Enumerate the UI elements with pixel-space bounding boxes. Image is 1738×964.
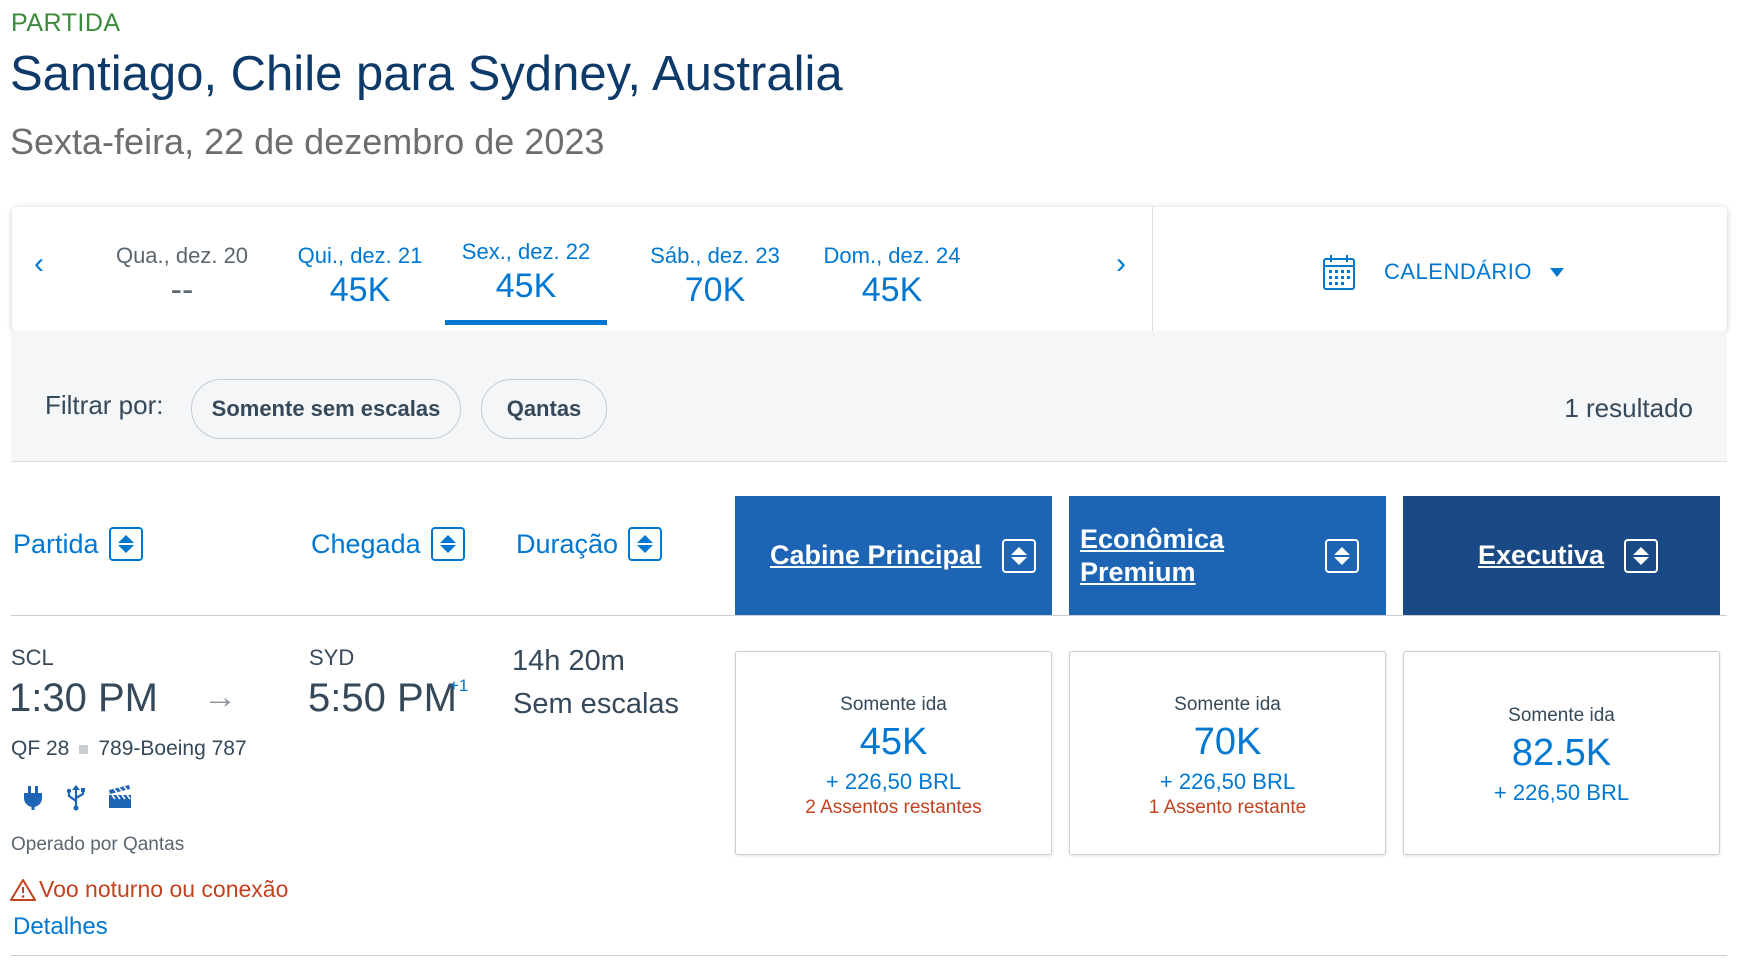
calendar-button[interactable]: CALENDÁRIO bbox=[1322, 253, 1565, 291]
sort-icon bbox=[108, 527, 143, 561]
fare-card-main-cabin[interactable]: Somente ida 45K + 226,50 BRL 2 Assentos … bbox=[735, 651, 1052, 855]
entertainment-icon[interactable] bbox=[106, 783, 134, 811]
fare-type: Somente ida bbox=[840, 694, 947, 715]
sort-departure[interactable]: Partida bbox=[13, 527, 143, 561]
overnight-warning[interactable]: Voo noturno ou conexão bbox=[10, 876, 288, 903]
divider bbox=[1152, 207, 1153, 331]
fare-price: 70K bbox=[1193, 721, 1262, 763]
aircraft-type: 789-Boeing 787 bbox=[98, 737, 247, 760]
sort-icon bbox=[1325, 538, 1359, 573]
cabin-header-label: Executiva bbox=[1478, 540, 1605, 571]
cabin-header-label: Cabine Principal bbox=[770, 540, 982, 571]
date-option-price: 45K bbox=[495, 267, 557, 305]
warning-icon bbox=[10, 878, 36, 901]
date-option-price: 70K bbox=[684, 271, 746, 309]
sort-departure-label: Partida bbox=[13, 528, 99, 559]
fare-type: Somente ida bbox=[1174, 694, 1281, 715]
date-option[interactable]: Dom., dez. 24 45K bbox=[802, 207, 982, 331]
cabin-header-business[interactable]: Executiva bbox=[1403, 496, 1720, 615]
fare-price: 82.5K bbox=[1511, 732, 1612, 774]
filter-label: Filtrar por: bbox=[45, 390, 164, 420]
fare-card-premium-economy[interactable]: Somente ida 70K + 226,50 BRL 1 Assento r… bbox=[1069, 651, 1386, 855]
date-option-selected[interactable]: Sex., dez. 22 45K bbox=[445, 207, 607, 331]
date-option-price: -- bbox=[170, 271, 194, 309]
date-option[interactable]: Sáb., dez. 23 70K bbox=[625, 207, 805, 331]
departure-time: 1:30 PM bbox=[9, 676, 158, 720]
destination-airport-code: SYD bbox=[309, 645, 355, 670]
divider bbox=[11, 461, 1727, 462]
sort-icon bbox=[1624, 538, 1659, 573]
date-option-label: Qui., dez. 21 bbox=[297, 243, 423, 268]
stops-info: Sem escalas bbox=[513, 688, 680, 720]
sort-duration[interactable]: Duração bbox=[516, 527, 663, 561]
fare-type: Somente ida bbox=[1508, 705, 1615, 726]
date-option-price: 45K bbox=[861, 271, 923, 309]
fare-taxes: + 226,50 BRL bbox=[1493, 780, 1630, 805]
date-option-label: Sex., dez. 22 bbox=[461, 239, 591, 264]
warning-label: Voo noturno ou conexão bbox=[39, 876, 289, 902]
date-option[interactable]: Qui., dez. 21 45K bbox=[270, 207, 450, 331]
cabin-header-label: Econômica Premium bbox=[1080, 524, 1225, 587]
date-option-label: Dom., dez. 24 bbox=[823, 243, 961, 268]
result-count: 1 resultado bbox=[1564, 393, 1693, 423]
filter-chip-nonstop[interactable]: Somente sem escalas bbox=[191, 379, 461, 439]
sort-icon bbox=[628, 527, 663, 561]
flight-number: QF 28 bbox=[11, 737, 70, 760]
divider bbox=[11, 955, 1727, 956]
cabin-header-premium[interactable]: Econômica Premium bbox=[1069, 496, 1386, 615]
calendar-icon bbox=[1323, 255, 1355, 290]
filter-chip-qantas[interactable]: Qantas bbox=[481, 379, 607, 439]
separator bbox=[79, 744, 89, 754]
sort-icon bbox=[1001, 538, 1036, 573]
power-icon[interactable] bbox=[19, 783, 47, 811]
travel-date: Sexta-feira, 22 de dezembro de 2023 bbox=[10, 121, 605, 162]
divider bbox=[11, 615, 1727, 616]
origin-airport-code: SCL bbox=[11, 645, 54, 670]
section-eyebrow: PARTIDA bbox=[11, 9, 121, 37]
flight-info: QF 28 789-Boeing 787 bbox=[11, 737, 247, 761]
usb-icon[interactable] bbox=[62, 783, 90, 811]
date-option-price: 45K bbox=[329, 271, 391, 309]
chevron-right-icon[interactable]: › bbox=[1116, 247, 1126, 280]
page-title: Santiago, Chile para Sydney, Australia bbox=[10, 47, 843, 101]
sort-arrival-label: Chegada bbox=[311, 528, 421, 559]
fare-card-business[interactable]: Somente ida 82.5K + 226,50 BRL bbox=[1403, 651, 1720, 855]
date-option[interactable]: Qua., dez. 20 -- bbox=[92, 207, 272, 331]
day-offset-badge: +1 bbox=[449, 676, 469, 695]
operator-info: Operado por Qantas bbox=[11, 834, 185, 855]
sort-duration-label: Duração bbox=[516, 528, 619, 559]
arrival-time: 5:50 PM bbox=[308, 676, 457, 720]
details-link[interactable]: Detalhes bbox=[13, 913, 108, 940]
seats-remaining: 1 Assento restante bbox=[1148, 797, 1307, 818]
sort-arrival[interactable]: Chegada bbox=[311, 527, 465, 561]
chevron-left-icon[interactable]: ‹ bbox=[34, 247, 44, 280]
fare-price: 45K bbox=[859, 721, 928, 763]
arrow-right-icon: → bbox=[203, 678, 237, 716]
calendar-label: CALENDÁRIO bbox=[1384, 259, 1533, 284]
fare-taxes: + 226,50 BRL bbox=[825, 769, 962, 794]
fare-taxes: + 226,50 BRL bbox=[1159, 769, 1296, 794]
filter-bar: Filtrar por: Somente sem escalas Qantas … bbox=[11, 331, 1727, 461]
date-carousel: ‹ Qua., dez. 20 -- Qui., dez. 21 45K Sex… bbox=[12, 207, 1727, 331]
sort-icon bbox=[430, 527, 465, 561]
date-option-label: Sáb., dez. 23 bbox=[650, 243, 780, 268]
flight-duration: 14h 20m bbox=[512, 645, 625, 677]
date-option-label: Qua., dez. 20 bbox=[115, 243, 249, 268]
seats-remaining: 2 Assentos restantes bbox=[805, 797, 982, 818]
cabin-header-main[interactable]: Cabine Principal bbox=[735, 496, 1052, 615]
caret-down-icon bbox=[1550, 267, 1565, 277]
